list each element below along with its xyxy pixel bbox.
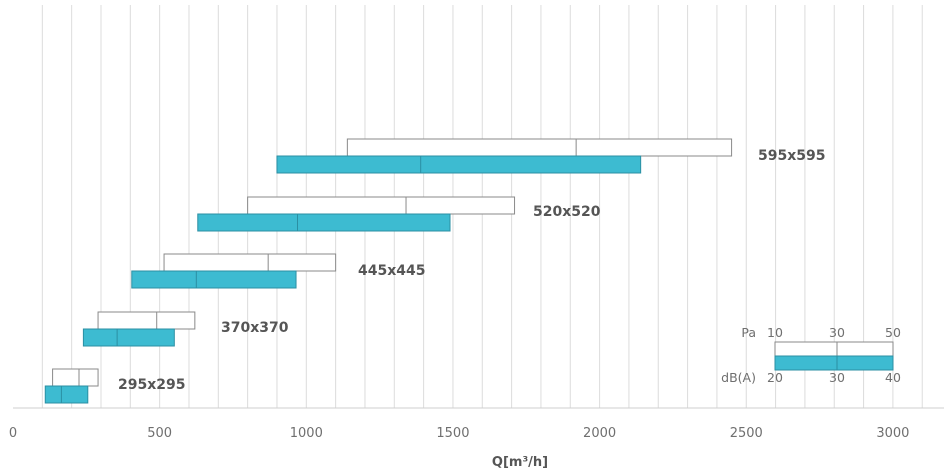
x-tick-label: 2000 [583,426,616,441]
legend-pa-value-1: 30 [829,325,845,340]
pa-range-bar [346,138,733,157]
size-label: 595x595 [758,148,825,164]
dba-range-bar [276,155,642,174]
size-label: 520x520 [533,204,601,220]
size-label: 370x370 [221,320,289,336]
legend-db-value-0: 20 [767,370,783,385]
legend-pa-swatch [774,341,894,357]
size-label: 295x295 [118,377,185,393]
legend-pa-value-0: 10 [767,325,783,340]
bars [44,138,733,404]
pa-range-bar [52,368,99,387]
dba-range-bar [197,213,451,232]
size-labels: 295x295 370x370 445x445 520x520 595x595 [118,148,825,393]
dba-range-bar [131,270,297,289]
dba-range-bar [44,385,89,404]
legend: Pa 10 30 50 dB(A) 20 30 40 [721,325,901,385]
legend-db-label: dB(A) [721,370,756,385]
pa-range-bar [97,311,196,330]
pa-range-bar [163,253,337,272]
legend-db-value-2: 40 [885,370,901,385]
legend-db-swatch [774,355,894,371]
dba-range-bar [82,328,175,347]
x-tick-label: 0 [9,426,17,441]
x-tick-label: 1500 [436,426,469,441]
pa-range-bar [247,196,516,215]
x-tick-label: 2500 [730,426,763,441]
x-axis-ticks: 0 500 1000 1500 2000 2500 3000 [9,426,910,441]
size-label: 445x445 [358,263,425,279]
legend-pa-label: Pa [741,325,756,340]
x-axis-title: Q[m³/h] [492,455,548,470]
x-tick-label: 1000 [290,426,323,441]
x-tick-label: 3000 [876,426,909,441]
legend-db-value-1: 30 [829,370,845,385]
x-tick-label: 500 [147,426,172,441]
legend-pa-value-2: 50 [885,325,901,340]
